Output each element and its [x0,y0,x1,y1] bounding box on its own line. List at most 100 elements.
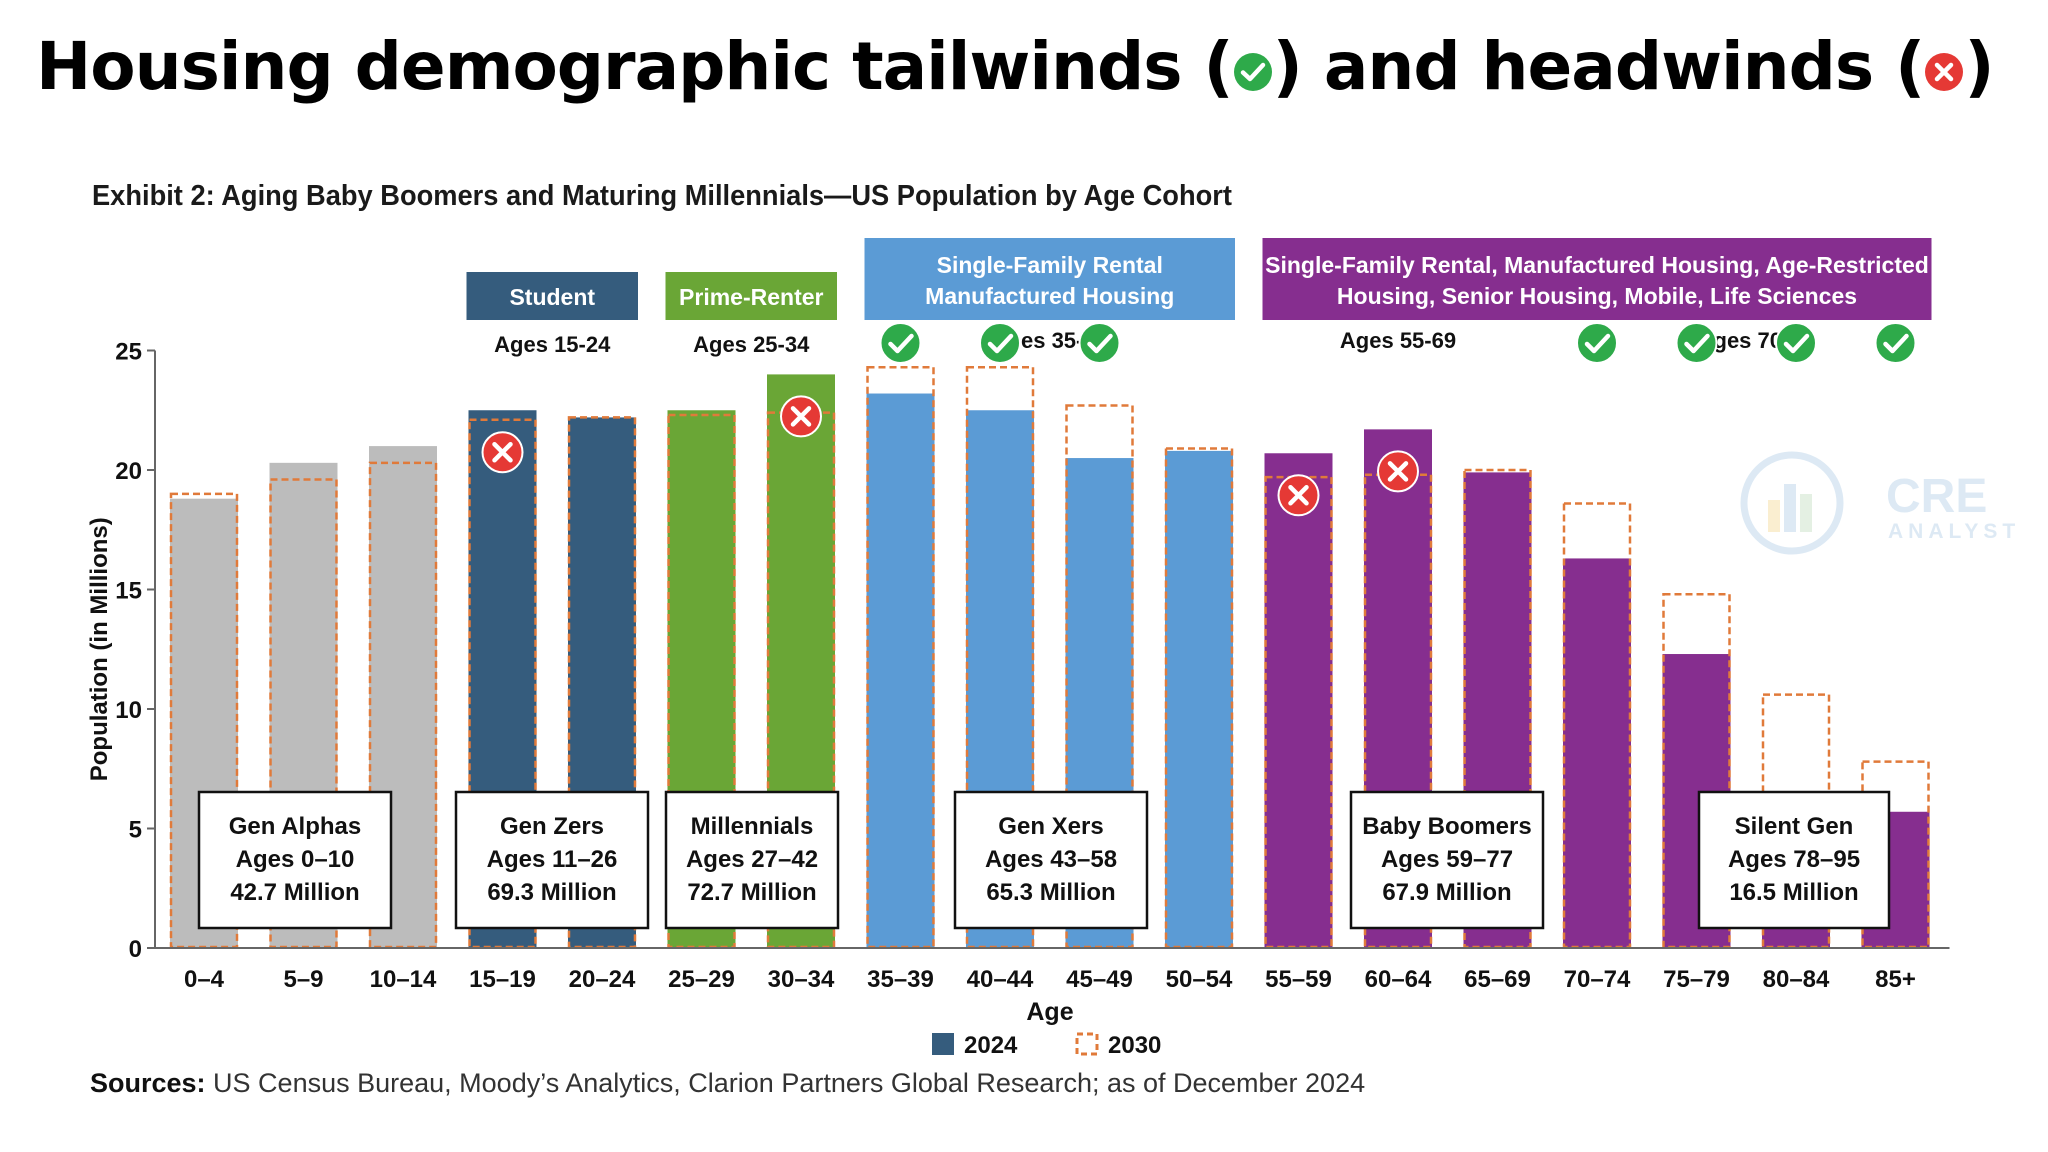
legend-swatch-2030 [1075,1032,1099,1056]
x-circle-icon [780,395,822,438]
check-circle-icon [1775,322,1817,364]
headline-part-1: Housing demographic tailwinds ( [36,28,1234,105]
sources-note: Sources: US Census Bureau, Moody’s Analy… [90,1068,1365,1099]
legend-label-2024: 2024 [964,1032,1018,1059]
x-tick-label: 75–79 [1663,966,1730,993]
generation-name: Gen Zers [500,813,604,840]
headline-part-2: ) and headwinds ( [1272,28,1926,105]
generation-ages: Ages 27–42 [686,846,818,873]
x-tick-label: 55–59 [1265,966,1332,993]
generation-population: 42.7 Million [230,879,359,906]
x-tick-label: 80–84 [1763,966,1830,993]
headline-part-3: ) [1964,28,1994,105]
check-circle-icon [1675,322,1718,364]
x-tick-label: 20–24 [569,966,636,993]
x-tick-label: 25–29 [668,966,735,993]
sources-label: Sources: [90,1068,206,1098]
x-tick-label: 65–69 [1464,966,1531,993]
x-circle-icon [1925,53,1964,91]
y-tick-label: 0 [129,936,142,963]
generation-population: 16.5 Million [1729,879,1858,906]
segment-header-label: Single-Family Rental, Manufactured Housi… [1265,252,1929,309]
headline: Housing demographic tailwinds ( ) and hea… [36,28,1995,105]
watermark-line-1: CRE [1886,470,1987,523]
segment-header [466,272,638,320]
bar-2024 [1563,558,1631,948]
segment-header [1262,238,1932,320]
axes-layer: 0 5 10 15 20 25 Population (in Millions) 0–4 5–9… [86,339,1950,1026]
generation-box [953,790,1149,930]
generation-population: 67.9 Million [1382,879,1511,906]
x-axis-label: Age [1026,998,1073,1026]
generation-name: Gen Alphas [229,813,361,840]
legend-label-2030: 2030 [1108,1032,1161,1059]
x-tick-label: 50–54 [1166,966,1233,993]
y-tick-label: 20 [115,458,142,485]
legend-swatch-2024 [932,1033,954,1055]
check-circle-icon [1233,53,1272,91]
cre-analyst-watermark: CRE ANALYST [1740,451,2020,555]
segments-layer: Student Ages 15-24 Prime-Renter Ages 25-34 S… [466,238,1932,357]
generation-box [1697,790,1891,930]
segment-age-label: Ages 15-24 [494,332,611,357]
y-axis-label: Population (in Millions) [86,517,113,781]
generation-box [664,790,840,930]
bar-2024 [1165,450,1233,948]
x-tick-label: 45–49 [1066,966,1133,993]
check-circle-icon [1078,322,1121,364]
x-circle-icon [1277,474,1320,517]
y-tick-label: 10 [115,697,142,724]
x-tick-label: 10–14 [370,966,437,993]
check-circle-icon [1576,322,1618,364]
check-circle-icon [1874,322,1917,364]
x-tick-label: 0–4 [184,966,225,993]
generation-box [1349,790,1545,930]
x-circle-icon [481,431,524,474]
markers-layer [481,322,1917,517]
legend: 2024 2030 [932,1032,1161,1059]
bar-2024 [866,393,935,948]
generation-box [454,790,650,930]
y-tick-label: 15 [115,578,142,605]
y-tick-label: 5 [129,817,142,844]
segment-header-label: Single-Family Rental Manufactured Housing [925,252,1174,309]
generation-boxes-layer: Gen Alphas Ages 0–10 42.7 Million Gen Zers A… [197,790,1891,930]
x-tick-label: 30–34 [768,966,835,993]
generation-population: 65.3 Million [986,879,1115,906]
sources-text: US Census Bureau, Moody’s Analytics, Cla… [205,1068,1366,1098]
segment-age-label: Ages 55-69 [1340,328,1456,353]
x-tick-label: 40–44 [967,966,1034,993]
generation-name: Silent Gen [1735,813,1854,840]
segment-header [864,238,1235,320]
x-tick-label: 15–19 [469,966,536,993]
x-tick-label: 5–9 [283,966,323,993]
x-tick-label: 35–39 [867,966,934,993]
watermark-line-2: ANALYST [1888,520,2020,543]
segment-age-label: Ages 25-34 [693,332,810,357]
generation-name: Baby Boomers [1362,813,1531,840]
generation-ages: Ages 59–77 [1381,846,1513,873]
generation-name: Millennials [691,813,814,840]
bar-2030 [468,418,537,949]
generation-population: 69.3 Million [487,879,616,906]
x-tick-label: 85+ [1875,966,1916,993]
generation-ages: Ages 0–10 [236,846,355,873]
check-circle-icon [879,322,922,364]
chart-title: Exhibit 2: Aging Baby Boomers and Maturi… [92,180,1232,212]
bar-2030 [866,365,935,949]
check-circle-icon [979,322,1021,364]
x-tick-label: 70–74 [1564,966,1631,993]
generation-ages: Ages 78–95 [1728,846,1860,873]
generation-box [197,790,393,930]
bar-2030 [965,365,1035,949]
generation-ages: Ages 43–58 [985,846,1117,873]
generation-population: 72.7 Million [687,879,816,906]
bar-2024 [1264,453,1333,948]
segment-header-label: Prime-Renter [679,284,823,310]
y-tick-label: 25 [115,339,142,366]
segment-header [665,272,837,320]
generation-ages: Ages 11–26 [487,846,618,873]
x-circle-icon [1377,450,1419,493]
x-tick-label: 60–64 [1365,966,1432,993]
